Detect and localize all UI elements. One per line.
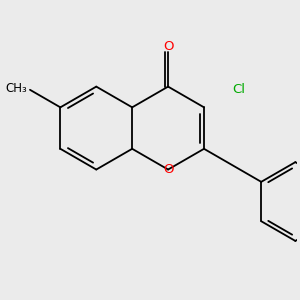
Text: CH₃: CH₃ xyxy=(5,82,27,95)
Text: Cl: Cl xyxy=(232,83,246,96)
Text: O: O xyxy=(163,163,173,176)
Text: O: O xyxy=(163,40,173,53)
